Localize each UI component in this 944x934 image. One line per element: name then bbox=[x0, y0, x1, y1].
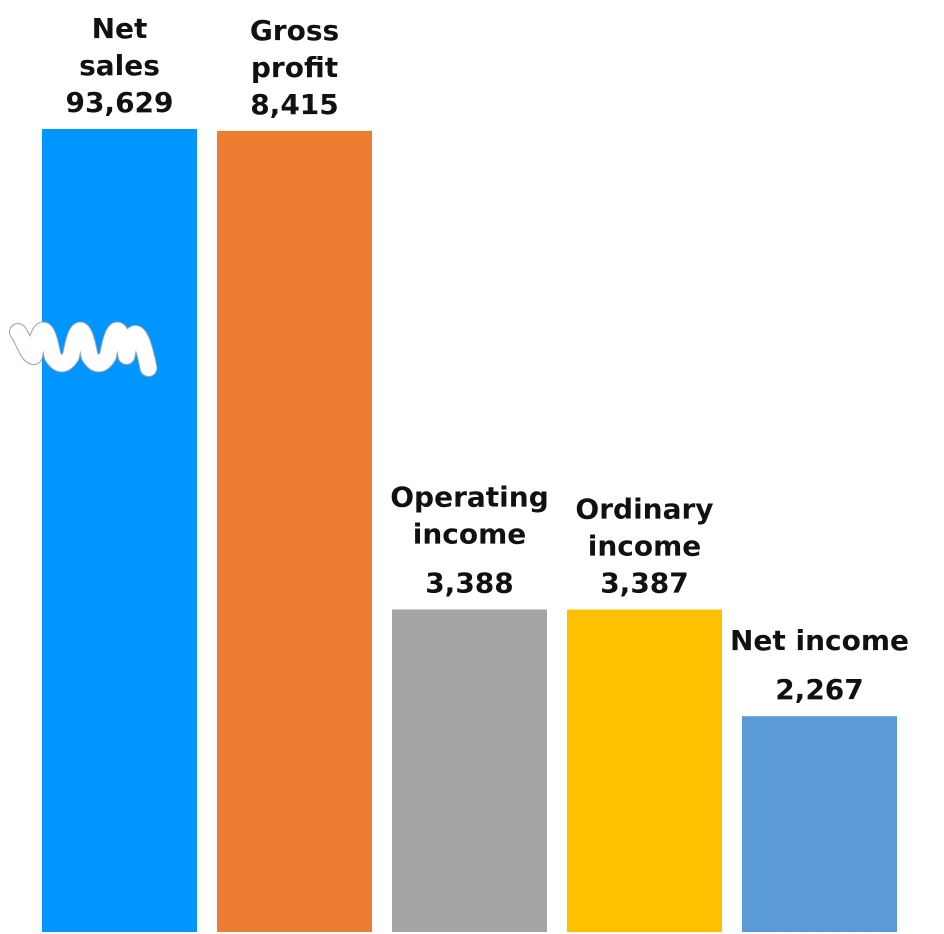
category-label-net-income-line-0: Net income bbox=[730, 624, 909, 657]
bar-net-sales bbox=[42, 129, 197, 932]
category-label-net-sales-line-0: Net bbox=[92, 12, 148, 45]
bar-operating-income bbox=[392, 609, 547, 932]
category-label-gross-profit-line-0: Gross bbox=[250, 14, 339, 47]
category-label-ordinary-income-line-0: Ordinary bbox=[575, 493, 713, 526]
bars-group bbox=[42, 129, 897, 933]
category-label-gross-profit-line-1: profit bbox=[251, 51, 338, 84]
axis-break-group bbox=[9, 321, 158, 377]
labels-group: 93,629 sales Net 8,415 profit Gross 3,388 incom… bbox=[65, 12, 909, 706]
bar-net-income bbox=[742, 716, 897, 932]
category-label-net-sales-line-1: sales bbox=[79, 49, 160, 82]
wavy-break-icon bbox=[10, 322, 157, 376]
bar-gross-profit bbox=[217, 130, 372, 933]
value-label-net-sales: 93,629 bbox=[65, 86, 173, 119]
category-label-ordinary-income-line-1: income bbox=[588, 530, 702, 563]
bar-ordinary-income bbox=[567, 609, 722, 932]
value-label-ordinary-income: 3,387 bbox=[600, 567, 689, 600]
category-label-operating-income-line-1: income bbox=[413, 517, 527, 550]
value-label-operating-income: 3,388 bbox=[425, 566, 514, 599]
value-label-net-income: 2,267 bbox=[775, 673, 864, 706]
category-label-operating-income-line-0: Operating bbox=[390, 480, 549, 513]
value-label-gross-profit: 8,415 bbox=[250, 88, 339, 121]
